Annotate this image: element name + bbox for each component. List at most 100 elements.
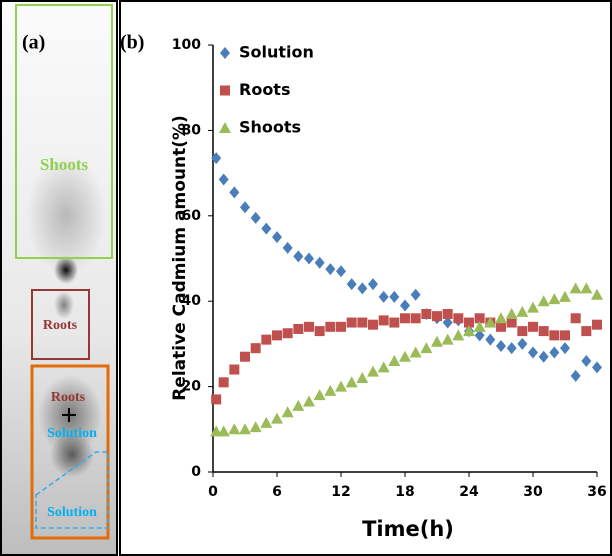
image-spot bbox=[54, 256, 78, 284]
point bbox=[569, 282, 582, 294]
point bbox=[559, 290, 571, 302]
point bbox=[592, 361, 602, 374]
point bbox=[218, 173, 229, 186]
x-tick-label: 12 bbox=[331, 484, 350, 500]
point bbox=[249, 421, 262, 433]
point bbox=[453, 313, 464, 324]
point bbox=[549, 330, 560, 341]
y-tick-label: 0 bbox=[191, 464, 201, 480]
point bbox=[250, 343, 261, 354]
point bbox=[314, 326, 325, 337]
shoots-label: Shoots bbox=[40, 155, 89, 174]
point bbox=[388, 354, 401, 366]
point bbox=[367, 365, 379, 377]
point bbox=[538, 326, 549, 337]
point bbox=[409, 346, 422, 358]
point bbox=[581, 326, 592, 337]
image-spot bbox=[54, 291, 74, 319]
point bbox=[570, 313, 581, 324]
y-tick-label: 20 bbox=[182, 379, 202, 395]
point bbox=[240, 201, 250, 214]
point bbox=[537, 295, 550, 307]
point bbox=[304, 321, 314, 332]
x-tick-label: 0 bbox=[208, 484, 218, 500]
point bbox=[357, 317, 368, 328]
point bbox=[261, 222, 272, 235]
point bbox=[516, 305, 529, 317]
point bbox=[400, 299, 410, 312]
point bbox=[346, 278, 357, 291]
point bbox=[292, 399, 305, 411]
point bbox=[389, 290, 400, 303]
point bbox=[335, 380, 347, 392]
point bbox=[272, 231, 282, 244]
point bbox=[528, 346, 538, 359]
point bbox=[239, 423, 251, 435]
point bbox=[282, 241, 293, 254]
point bbox=[293, 250, 304, 263]
point bbox=[560, 330, 570, 341]
panel-b: (b) Time(h) Relative Cadmium amount(%) 0… bbox=[119, 0, 612, 556]
point bbox=[549, 346, 560, 359]
point bbox=[336, 321, 346, 332]
point bbox=[229, 364, 240, 375]
point bbox=[217, 425, 230, 437]
panel-label: (a) bbox=[22, 32, 45, 54]
point bbox=[345, 376, 358, 388]
point bbox=[325, 263, 336, 276]
y-tick-label: 100 bbox=[172, 37, 201, 53]
x-tick-label: 24 bbox=[459, 484, 479, 500]
y-axis-label: Relative Cadmium amount(%) bbox=[170, 115, 190, 401]
point bbox=[420, 342, 433, 354]
point bbox=[313, 389, 326, 401]
point bbox=[314, 256, 325, 269]
panel-a: (a) Shoots Roots Roots Solution Solution bbox=[0, 0, 118, 556]
point bbox=[473, 320, 486, 332]
point bbox=[304, 252, 314, 265]
point bbox=[293, 323, 304, 334]
point bbox=[548, 293, 561, 305]
point bbox=[336, 265, 346, 278]
point bbox=[368, 319, 378, 330]
y-tick-label: 60 bbox=[182, 208, 202, 224]
point bbox=[442, 309, 453, 320]
point bbox=[452, 329, 465, 341]
point bbox=[324, 384, 337, 396]
point bbox=[228, 423, 241, 435]
solution-box bbox=[30, 364, 110, 540]
point bbox=[441, 333, 454, 345]
point bbox=[505, 308, 518, 320]
point bbox=[592, 319, 602, 330]
point bbox=[281, 406, 294, 418]
point bbox=[484, 316, 497, 328]
point bbox=[272, 330, 282, 341]
legend-marker bbox=[219, 122, 231, 133]
point bbox=[303, 395, 315, 407]
roots-box bbox=[31, 289, 90, 360]
point bbox=[442, 316, 453, 329]
solution-label: Solution bbox=[47, 426, 97, 441]
legend-marker bbox=[220, 85, 230, 96]
point bbox=[464, 317, 474, 328]
x-tick-label: 6 bbox=[272, 484, 282, 500]
x-tick-label: 18 bbox=[395, 484, 414, 500]
point bbox=[357, 282, 368, 295]
solution-label: Solution bbox=[47, 505, 97, 520]
point bbox=[229, 186, 240, 199]
y-tick-label: 40 bbox=[182, 293, 202, 309]
legend-label: Solution bbox=[239, 43, 314, 62]
point bbox=[356, 372, 369, 384]
point bbox=[591, 288, 603, 300]
point bbox=[527, 301, 539, 313]
point bbox=[517, 337, 528, 350]
point bbox=[271, 412, 283, 424]
point bbox=[211, 394, 222, 405]
point bbox=[378, 290, 389, 303]
point bbox=[400, 313, 410, 324]
point bbox=[474, 329, 485, 342]
point bbox=[463, 325, 475, 337]
point bbox=[560, 342, 570, 355]
point bbox=[410, 313, 421, 324]
